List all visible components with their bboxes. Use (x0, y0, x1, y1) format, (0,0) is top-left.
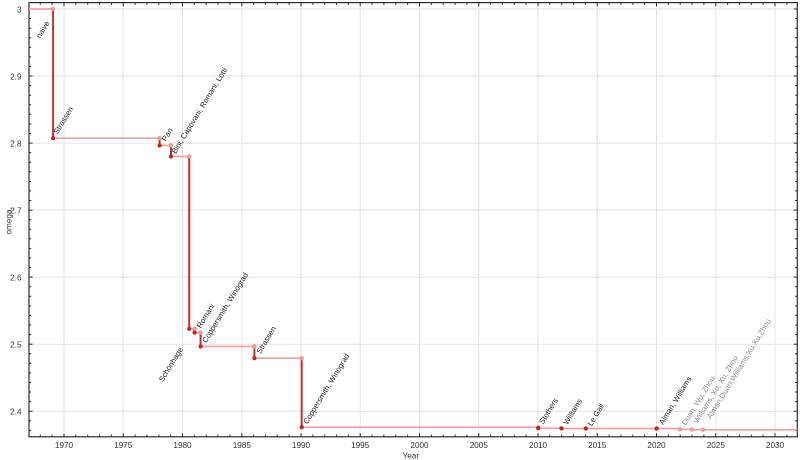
svg-text:Year: Year (403, 451, 420, 460)
svg-text:1985: 1985 (233, 441, 252, 450)
svg-text:3: 3 (17, 5, 22, 14)
svg-text:1990: 1990 (292, 441, 311, 450)
svg-text:1980: 1980 (173, 441, 192, 450)
svg-text:2015: 2015 (588, 441, 607, 450)
svg-text:2.4: 2.4 (10, 408, 22, 417)
svg-text:1970: 1970 (55, 441, 74, 450)
svg-text:2025: 2025 (707, 441, 726, 450)
svg-text:2030: 2030 (766, 441, 785, 450)
svg-text:2010: 2010 (529, 441, 548, 450)
svg-text:2.9: 2.9 (10, 72, 22, 81)
svg-text:omega: omega (5, 209, 14, 234)
svg-text:2.8: 2.8 (10, 139, 22, 148)
svg-text:2.6: 2.6 (10, 273, 22, 282)
svg-text:1995: 1995 (351, 441, 370, 450)
svg-text:2000: 2000 (410, 441, 429, 450)
svg-text:2005: 2005 (470, 441, 489, 450)
svg-text:2020: 2020 (647, 441, 666, 450)
svg-text:2.7: 2.7 (10, 206, 22, 215)
svg-text:1975: 1975 (114, 441, 133, 450)
svg-text:2.5: 2.5 (10, 341, 22, 350)
